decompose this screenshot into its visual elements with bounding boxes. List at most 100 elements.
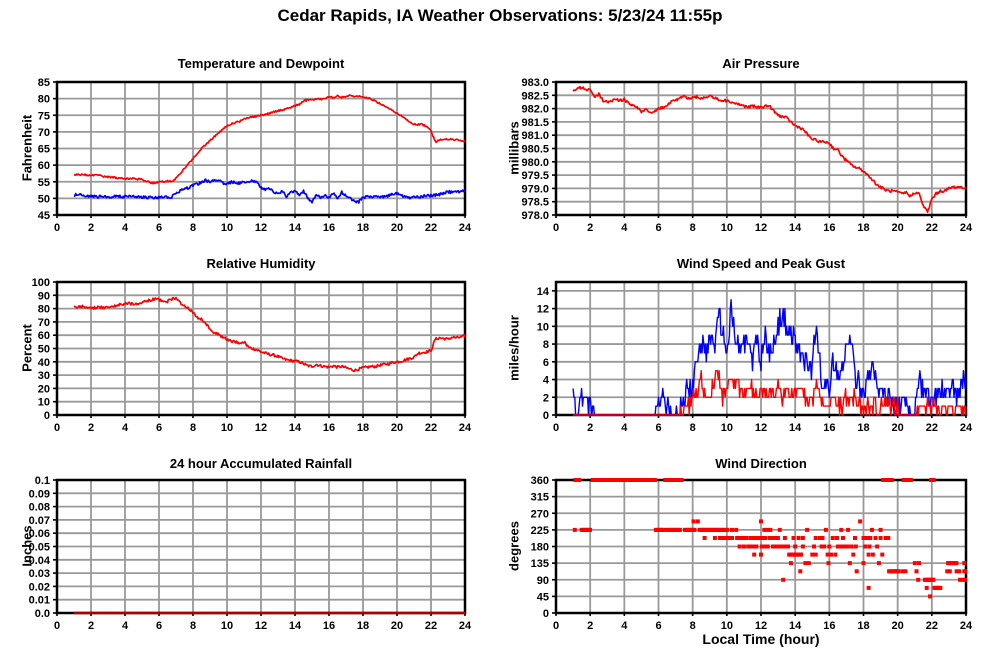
svg-text:70: 70 [38,317,50,329]
svg-text:14: 14 [789,222,802,234]
svg-text:2: 2 [543,392,549,404]
svg-text:4: 4 [621,620,628,632]
svg-text:0: 0 [44,410,50,422]
svg-text:20: 20 [892,422,904,434]
svg-text:0: 0 [553,422,559,434]
svg-text:981.0: 981.0 [521,130,549,142]
svg-text:6: 6 [156,422,162,434]
svg-text:10: 10 [721,620,733,632]
svg-text:24: 24 [459,422,472,434]
svg-text:22: 22 [425,620,437,632]
svg-text:0: 0 [553,222,559,234]
svg-text:6: 6 [655,222,661,234]
svg-text:12: 12 [255,222,267,234]
svg-text:22: 22 [926,422,938,434]
svg-text:60: 60 [38,330,50,342]
svg-text:14: 14 [789,422,802,434]
svg-text:10: 10 [537,321,549,333]
svg-text:80: 80 [38,304,50,316]
svg-text:12: 12 [255,620,267,632]
svg-text:14: 14 [289,222,302,234]
svg-text:8: 8 [690,222,696,234]
chart-wind-direction: Wind Direction degrees 0 45 90 135 180 225 270… [500,440,1000,660]
svg-text:0: 0 [54,422,60,434]
chart-air-pressure: Air Pressure millibars 978.0 978.5 979.0 97… [500,40,1000,240]
svg-text:4: 4 [122,222,129,234]
svg-text:50: 50 [38,344,50,356]
svg-text:85: 85 [38,77,50,89]
chart-title: Air Pressure [722,56,800,71]
svg-text:10: 10 [221,620,233,632]
svg-text:14: 14 [789,620,802,632]
chart-rainfall: 24 hour Accumulated Rainfall Inches 0.0 0… [0,440,500,660]
svg-text:0: 0 [54,222,60,234]
svg-text:45: 45 [537,591,549,603]
svg-text:980.0: 980.0 [521,157,549,169]
svg-text:18: 18 [357,222,369,234]
svg-text:981.5: 981.5 [521,117,549,129]
svg-text:0.02: 0.02 [29,581,50,593]
svg-text:30: 30 [38,370,50,382]
chart-title: Relative Humidity [206,256,316,271]
svg-text:12: 12 [755,422,767,434]
svg-text:8: 8 [690,422,696,434]
svg-text:8: 8 [190,222,196,234]
x-axis-label: Local Time (hour) [702,631,820,647]
svg-text:90: 90 [537,575,549,587]
svg-text:10: 10 [38,397,50,409]
svg-text:360: 360 [531,475,549,487]
gridlines [57,282,465,415]
svg-text:12: 12 [755,222,767,234]
gridlines [556,82,966,215]
tick-marks [552,479,967,616]
svg-text:0.06: 0.06 [29,528,50,540]
svg-text:6: 6 [655,620,661,632]
data-series [73,94,466,204]
svg-text:983.0: 983.0 [521,77,549,89]
svg-text:0: 0 [543,410,549,422]
svg-text:6: 6 [655,422,661,434]
svg-text:50: 50 [38,193,50,205]
svg-text:0.07: 0.07 [29,515,50,527]
svg-text:24: 24 [960,422,973,434]
svg-text:2: 2 [88,620,94,632]
series-wind-speed [573,369,967,416]
gridlines [556,480,966,613]
svg-text:2: 2 [88,422,94,434]
svg-text:135: 135 [531,558,549,570]
svg-text:45: 45 [38,210,50,222]
svg-text:12: 12 [755,620,767,632]
chart-temperature-dewpoint: Temperature and Dewpoint Fahrenheit 45 50… [0,40,500,240]
svg-text:16: 16 [823,422,835,434]
svg-text:16: 16 [823,620,835,632]
svg-text:270: 270 [531,508,549,520]
svg-text:12: 12 [537,304,549,316]
svg-text:22: 22 [425,222,437,234]
chart-title: Wind Direction [715,456,807,471]
chart-title: 24 hour Accumulated Rainfall [169,456,353,471]
svg-text:80: 80 [38,94,50,106]
svg-text:10: 10 [221,222,233,234]
svg-text:22: 22 [926,222,938,234]
svg-text:0.1: 0.1 [35,475,50,487]
svg-text:2: 2 [587,620,593,632]
svg-text:4: 4 [122,620,129,632]
svg-text:18: 18 [357,422,369,434]
svg-text:20: 20 [391,422,403,434]
chart-title: Wind Speed and Peak Gust [676,256,846,271]
svg-text:6: 6 [156,620,162,632]
svg-text:60: 60 [38,160,50,172]
svg-text:0.04: 0.04 [29,555,51,567]
svg-text:0.08: 0.08 [29,502,50,514]
svg-text:6: 6 [543,357,549,369]
svg-text:982.0: 982.0 [521,104,549,116]
svg-text:20: 20 [892,222,904,234]
